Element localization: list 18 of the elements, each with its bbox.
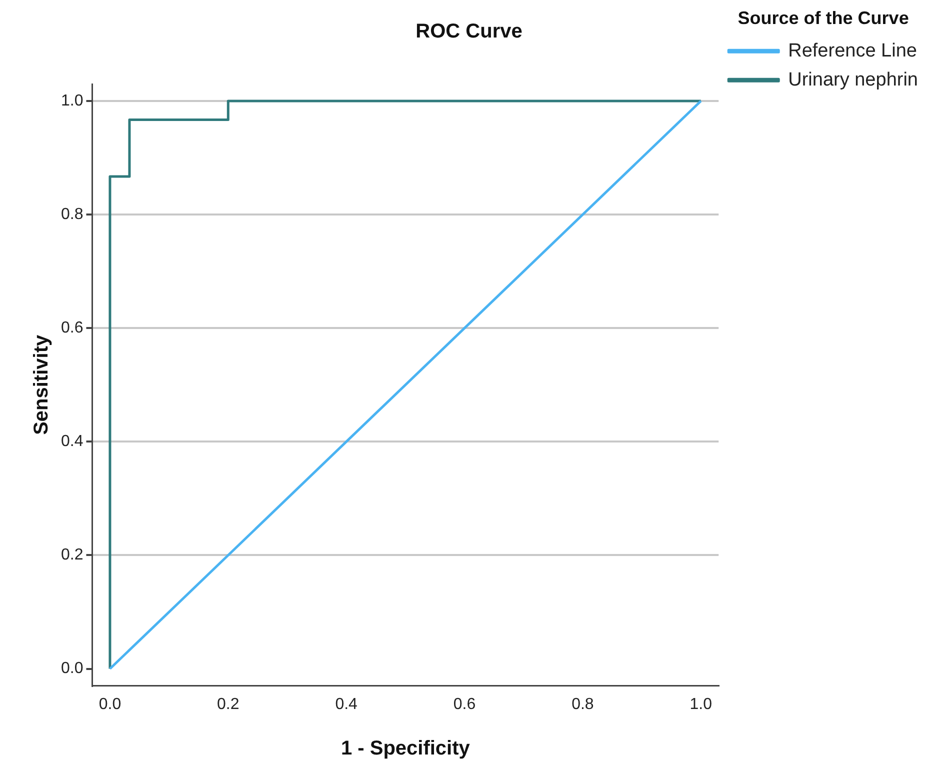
y-tick-label: 1.0	[60, 92, 84, 110]
y-tick-label: 0.6	[60, 320, 84, 337]
x-tick-label: 1.0	[690, 696, 712, 713]
legend-label: Reference Line	[788, 40, 917, 62]
y-tick-label: 0.4	[60, 433, 84, 450]
y-tick-label: 0.2	[60, 546, 84, 564]
x-tick-label: 0.6	[453, 696, 476, 713]
chart-title: ROC Curve	[416, 20, 522, 43]
legend-title: Source of the Curve	[738, 8, 909, 28]
y-axis-title: Sensitivity	[30, 334, 53, 435]
legend-label: Urinary nephrin	[788, 69, 918, 90]
y-tick-label: 0.8	[60, 206, 84, 223]
x-tick-label: 0.8	[572, 696, 594, 713]
x-tick-label: 0.2	[217, 696, 240, 713]
x-tick-label: 0.4	[335, 696, 358, 713]
y-tick-label: 0.0	[60, 660, 84, 678]
x-axis-title: 1 - Specificity	[340, 738, 471, 760]
x-tick-label: 0.0	[98, 696, 122, 713]
